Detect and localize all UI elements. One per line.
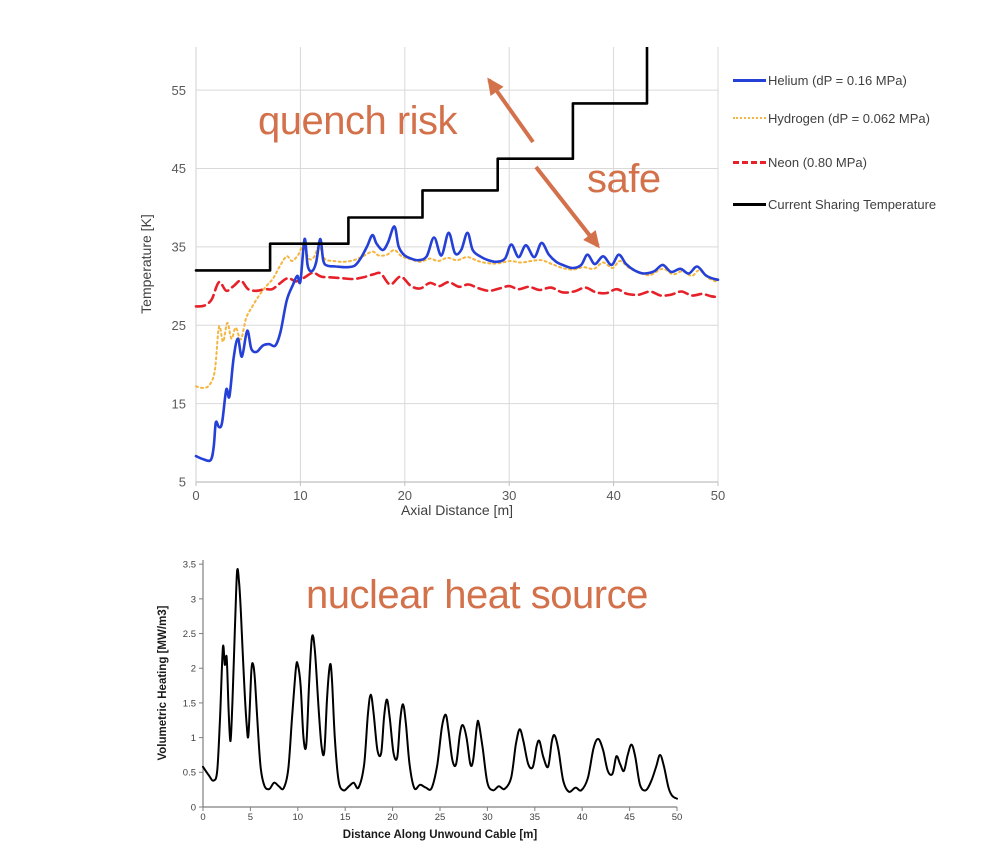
svg-text:3.5: 3.5: [183, 560, 196, 571]
svg-text:35: 35: [530, 812, 541, 823]
legend-line-sample: [733, 78, 766, 82]
svg-text:Axial Distance [m]: Axial Distance [m]: [401, 502, 513, 518]
quench-risk-annotation: quench risk: [258, 99, 458, 143]
legend-line-sample: [733, 202, 766, 206]
svg-text:2.5: 2.5: [183, 629, 196, 640]
legend-label: Helium (dP = 0.16 MPa): [768, 72, 907, 88]
svg-text:50: 50: [711, 488, 725, 503]
legend-line-sample: [733, 160, 766, 164]
svg-text:20: 20: [387, 812, 398, 823]
svg-text:45: 45: [624, 812, 635, 823]
legend-item-current-sharing-temperature: Current Sharing Temperature: [733, 195, 936, 213]
svg-text:30: 30: [482, 812, 493, 823]
legend-item-neon-0-80-mpa: Neon (0.80 MPa): [733, 153, 867, 171]
svg-text:0.5: 0.5: [183, 768, 196, 779]
legend-label: Current Sharing Temperature: [768, 196, 937, 212]
svg-text:20: 20: [398, 488, 412, 503]
series-current-sharing-temperature: [194, 47, 649, 272]
svg-text:Distance Along Unwound Cable [: Distance Along Unwound Cable [m]: [343, 829, 538, 841]
svg-text:55: 55: [172, 83, 186, 98]
svg-text:40: 40: [577, 812, 588, 823]
svg-text:15: 15: [172, 396, 186, 411]
svg-text:Temperature [K]: Temperature [K]: [138, 214, 154, 314]
svg-text:35: 35: [172, 240, 186, 255]
svg-text:30: 30: [502, 488, 516, 503]
legend-item-helium-dp-0-16-mpa: Helium (dP = 0.16 MPa): [733, 71, 907, 89]
series-neon-0-80-mpa: [194, 271, 720, 308]
legend-line-sample: [733, 117, 766, 119]
svg-text:5: 5: [248, 812, 253, 823]
svg-text:40: 40: [606, 488, 620, 503]
legend-label: Hydrogen (dP = 0.062 MPa): [768, 110, 930, 126]
svg-text:10: 10: [293, 488, 307, 503]
svg-text:10: 10: [293, 812, 304, 823]
svg-text:Volumetric Heating [MW/m3]: Volumetric Heating [MW/m3]: [157, 605, 169, 760]
svg-text:5: 5: [179, 475, 186, 490]
series-helium-dp-0-16-mpa: [194, 225, 720, 463]
legend-label: Neon (0.80 MPa): [768, 154, 867, 170]
svg-text:3: 3: [191, 594, 196, 605]
svg-text:0: 0: [200, 812, 205, 823]
svg-text:1: 1: [191, 733, 196, 744]
svg-text:50: 50: [672, 812, 683, 823]
svg-text:0: 0: [192, 488, 199, 503]
svg-text:45: 45: [172, 161, 186, 176]
svg-text:15: 15: [340, 812, 351, 823]
svg-text:25: 25: [435, 812, 446, 823]
svg-text:1.5: 1.5: [183, 698, 196, 709]
quench-risk-arrow: [487, 77, 535, 144]
nuclear-heat-source-annotation: nuclear heat source: [306, 573, 648, 617]
svg-text:0: 0: [191, 802, 196, 813]
legend-item-hydrogen-dp-0-062-mpa: Hydrogen (dP = 0.062 MPa): [733, 109, 930, 127]
safe-annotation: safe: [587, 157, 661, 201]
series-hydrogen-dp-0-062-mpa: [195, 244, 719, 389]
svg-text:25: 25: [172, 318, 186, 333]
svg-text:2: 2: [191, 664, 196, 675]
